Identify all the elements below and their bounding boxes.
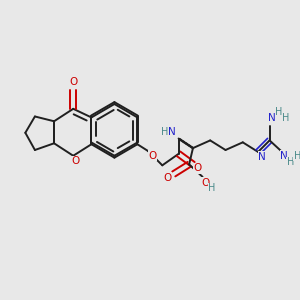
Text: O: O [201,178,209,188]
Text: H: H [275,107,283,117]
Text: H: H [287,158,294,167]
Text: O: O [148,151,157,161]
Text: H: H [208,183,216,193]
Text: H: H [294,151,300,161]
Text: N: N [280,151,288,161]
Text: H: H [282,113,290,123]
Text: H: H [161,127,169,137]
Text: N: N [258,152,266,162]
Text: O: O [163,173,171,183]
Text: N: N [168,127,176,137]
Text: O: O [194,163,202,173]
Text: N: N [268,113,275,123]
Text: O: O [69,77,77,87]
Text: O: O [71,157,79,166]
